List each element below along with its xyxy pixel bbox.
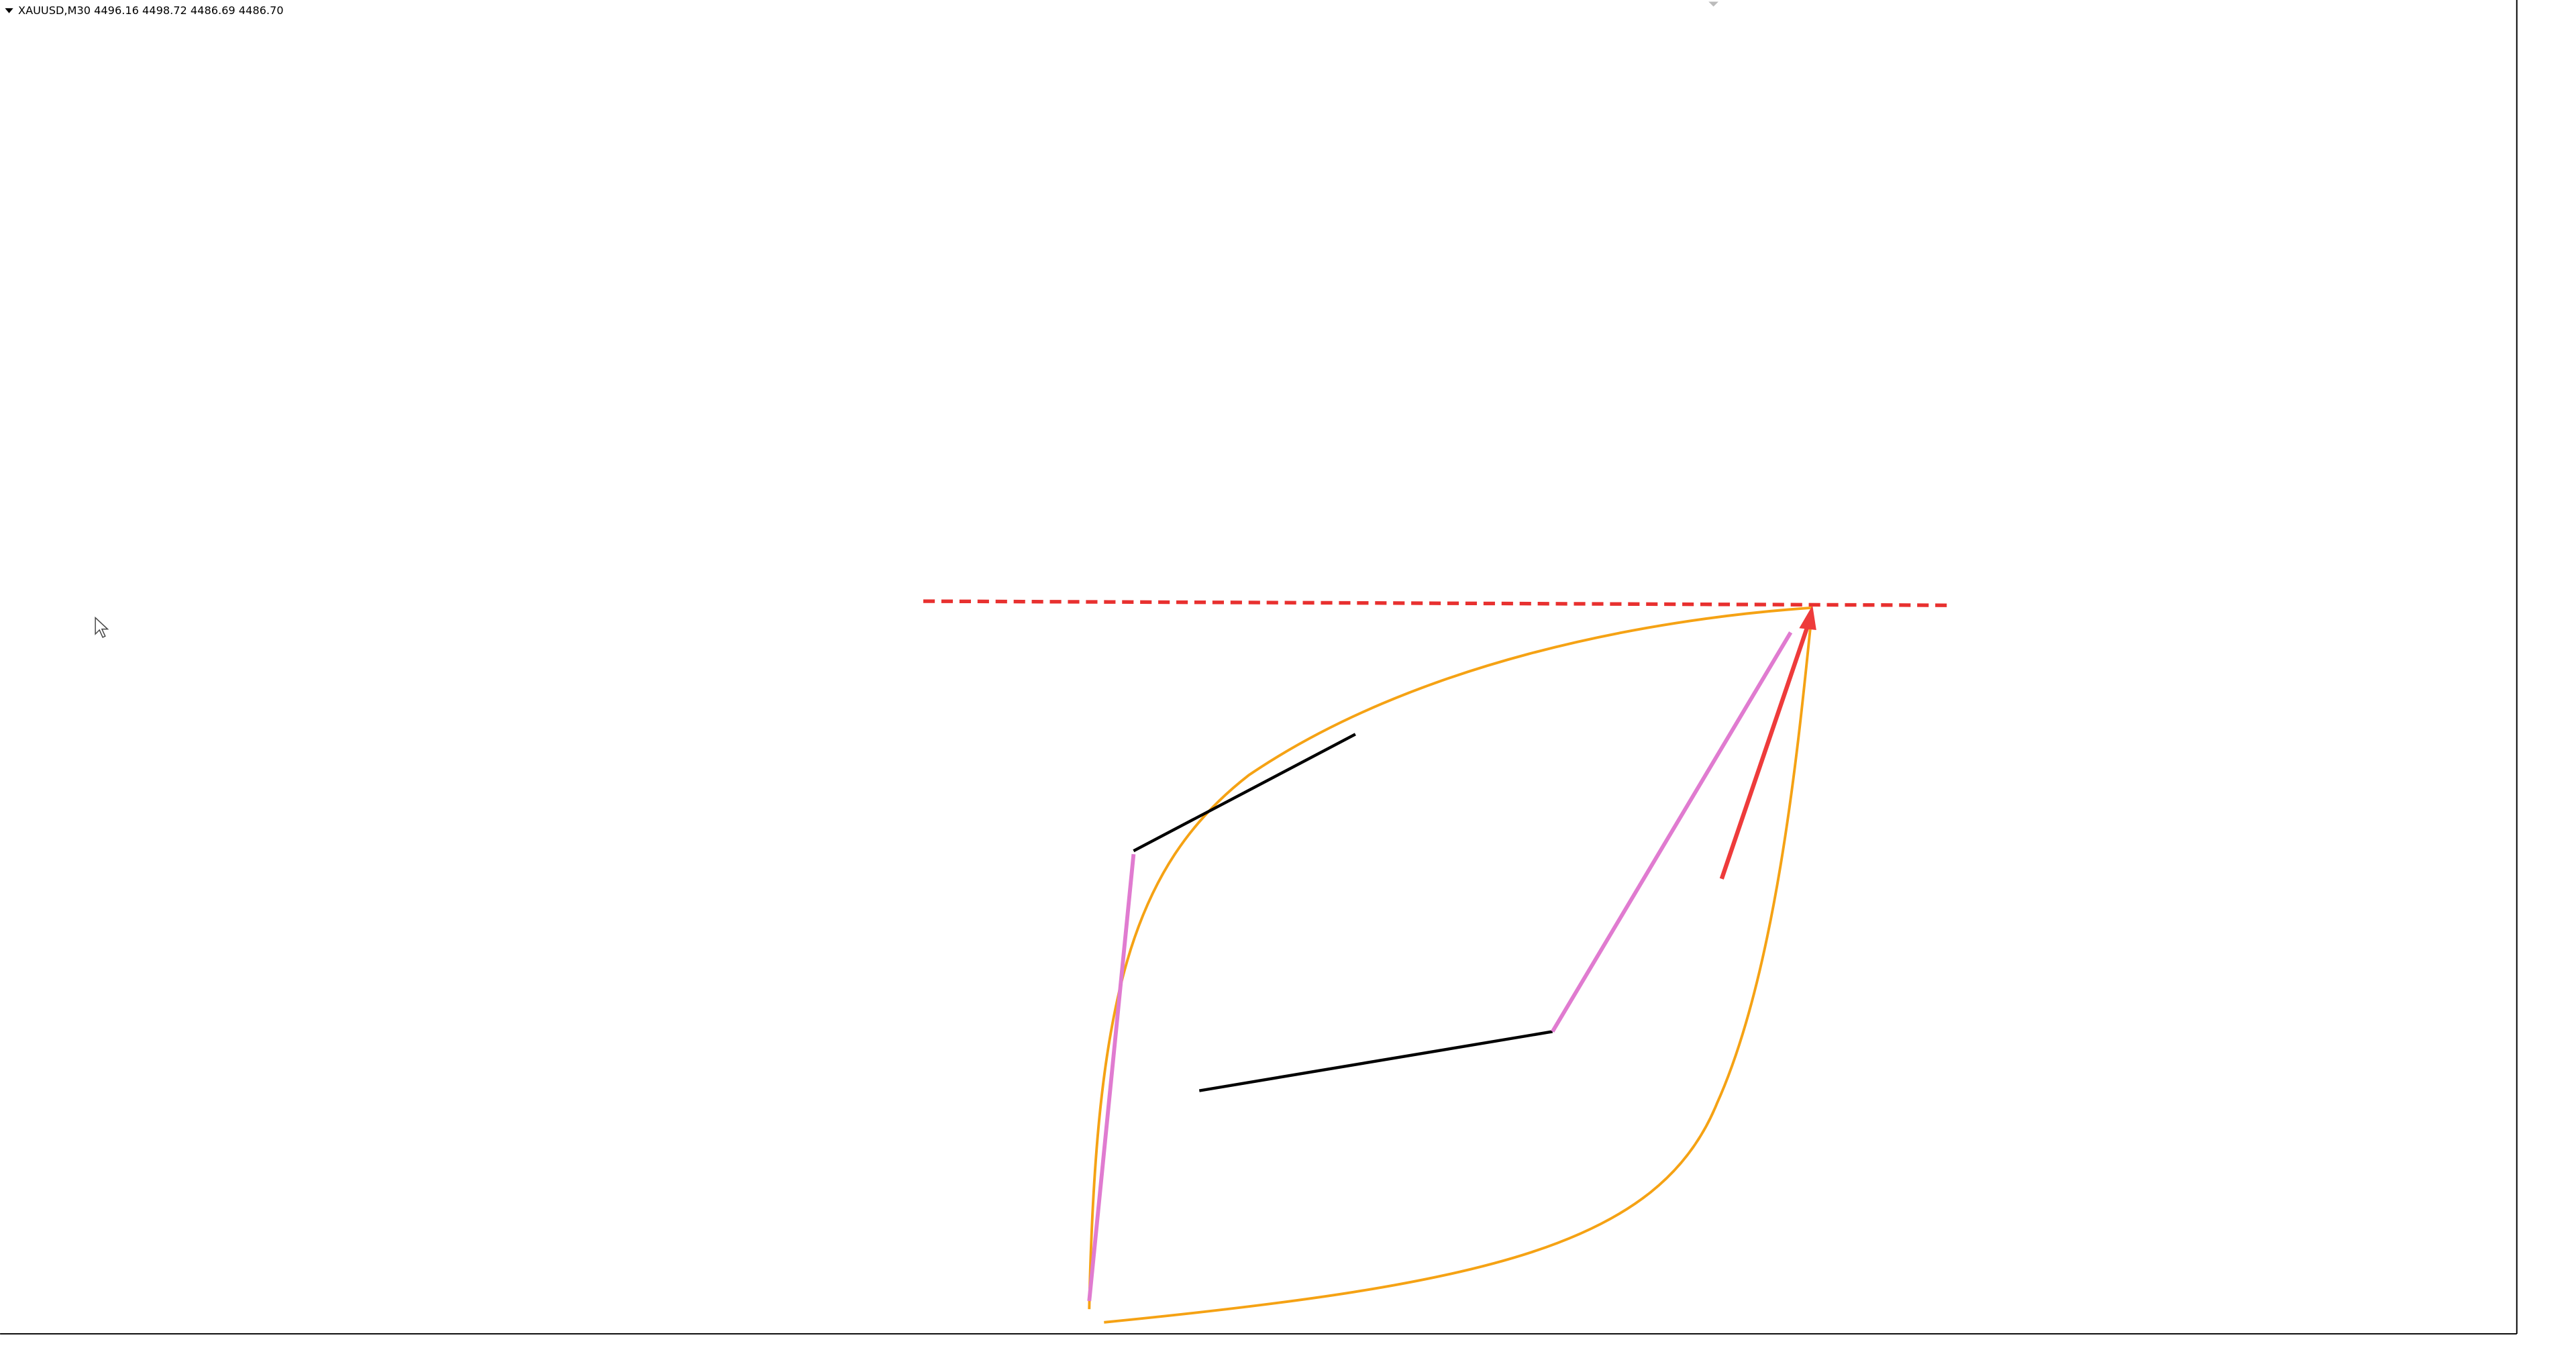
upper-curve: [1088, 606, 1812, 1310]
arrow-head: [1799, 605, 1816, 631]
projection-arrow: [1719, 627, 1810, 880]
lower-curve: [1104, 611, 1814, 1324]
annotations: [95, 1, 1951, 1324]
symbol-menu-icon[interactable]: [5, 8, 13, 13]
mouse-cursor: [95, 616, 109, 638]
trend-line: [1133, 733, 1356, 853]
impulse-line: [1087, 853, 1136, 1302]
chart-title: XAUUSD,M30 4496.16 4498.72 4486.69 4486.…: [18, 4, 284, 17]
frame: XAUUSD,M30 4496.16 4498.72 4486.69 4486.…: [0, 0, 2518, 1335]
impulse-line: [1551, 631, 1793, 1033]
trend-line: [1198, 1030, 1553, 1092]
resistance-dashed-line: [923, 599, 1951, 607]
scroll-marker: [1708, 1, 1718, 7]
